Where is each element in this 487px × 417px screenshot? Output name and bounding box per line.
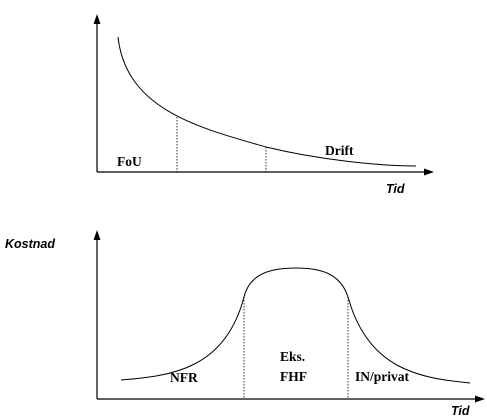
top-diagram: FoU Drift Tid [93,14,434,196]
bottom-y-axis-arrow-icon [93,230,101,240]
top-y-axis-arrow-icon [93,14,101,24]
top-label-fou: FoU [117,154,142,169]
bottom-x-axis-label: Tid [451,404,470,417]
bottom-diagram: Kostnad NFR Eks. FHF IN/privat Tid [5,230,485,417]
bottom-label-nfr: NFR [170,370,198,385]
bottom-label-in-privat: IN/privat [355,369,410,384]
top-x-axis-arrow-icon [424,168,434,176]
top-decay-curve [117,36,417,167]
bottom-label-eks: Eks. [280,349,305,364]
top-x-axis-label: Tid [386,182,405,196]
bottom-bell-curve [120,267,471,384]
top-label-drift: Drift [325,143,354,158]
bottom-label-fhf: FHF [280,369,307,384]
bottom-x-axis-arrow-icon [475,395,485,403]
bottom-y-axis-label: Kostnad [5,237,55,251]
